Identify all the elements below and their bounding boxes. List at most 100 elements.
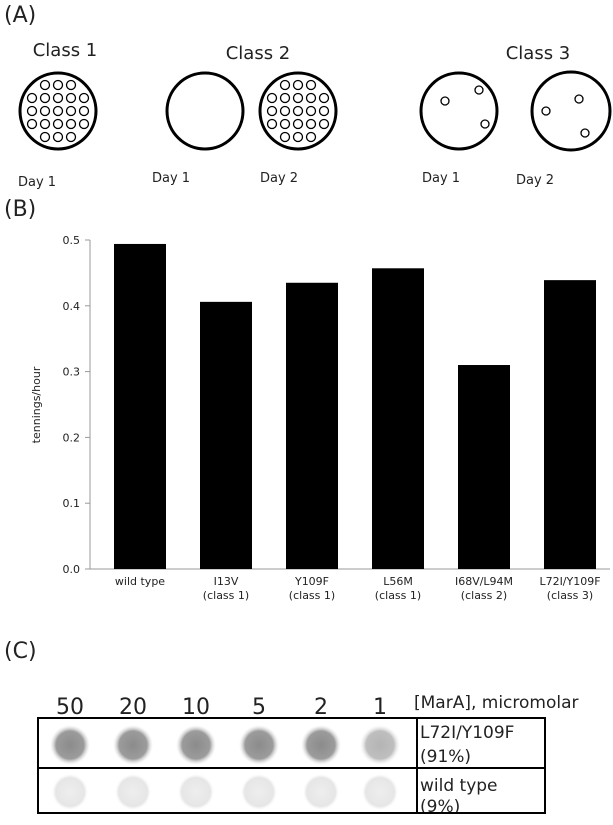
colony: [320, 107, 329, 116]
concentration-label: 20: [119, 695, 147, 720]
class-title: Class 1: [33, 40, 98, 61]
plate: [532, 72, 610, 150]
x-tick-label: wild type: [115, 575, 165, 588]
x-tick-note: (class 1): [203, 589, 249, 602]
spot: [176, 725, 216, 765]
y-tick-label: 0.0: [63, 563, 81, 576]
colony: [294, 81, 303, 90]
panel-label: (B): [4, 197, 36, 222]
plate: [167, 73, 243, 149]
y-tick-label: 0.5: [63, 234, 81, 247]
colony: [281, 120, 290, 129]
colony: [281, 107, 290, 116]
colony: [542, 107, 550, 115]
plate: [421, 73, 497, 149]
colony: [54, 107, 63, 116]
day-label: Day 1: [18, 175, 56, 190]
colony: [281, 81, 290, 90]
plate: [260, 73, 336, 149]
colony: [67, 81, 76, 90]
colony: [80, 107, 89, 116]
colony: [475, 86, 483, 94]
class-title: Class 2: [226, 43, 291, 64]
colony: [80, 120, 89, 129]
colony: [581, 129, 589, 137]
colony: [41, 133, 50, 142]
colony: [67, 107, 76, 116]
colony: [307, 133, 316, 142]
colony: [441, 97, 449, 105]
colony: [41, 120, 50, 129]
x-tick-label: I13V: [214, 575, 239, 588]
colony: [54, 81, 63, 90]
x-tick-label: Y109F: [294, 575, 329, 588]
concentration-label: 2: [314, 695, 328, 720]
colony: [28, 94, 37, 103]
colony: [268, 120, 277, 129]
spot: [301, 725, 341, 765]
colony: [54, 120, 63, 129]
y-tick-label: 0.4: [63, 300, 81, 313]
day-label: Day 1: [422, 171, 460, 186]
colony: [268, 107, 277, 116]
colonies: [28, 81, 590, 142]
colony: [28, 107, 37, 116]
x-tick-note: (class 3): [547, 589, 593, 602]
colony: [281, 94, 290, 103]
colony: [320, 94, 329, 103]
colony: [307, 94, 316, 103]
spot: [360, 725, 400, 765]
colony: [294, 107, 303, 116]
bar: [544, 280, 596, 569]
colony: [575, 95, 583, 103]
bar: [286, 283, 338, 569]
colony: [54, 133, 63, 142]
day-label: Day 2: [260, 171, 298, 186]
panel-label: (C): [4, 639, 37, 664]
colony: [41, 94, 50, 103]
spot: [113, 725, 153, 765]
row-label: wild type: [420, 776, 498, 796]
x-tick-label: L72I/Y109F: [539, 575, 600, 588]
row-label: (91%): [420, 747, 471, 767]
spot: [50, 725, 90, 765]
class-title: Class 3: [506, 43, 571, 64]
colony: [41, 81, 50, 90]
plate: [20, 73, 96, 149]
colony: [268, 94, 277, 103]
concentration-label: 10: [182, 695, 210, 720]
x-tick-note: (class 2): [461, 589, 507, 602]
colony: [67, 120, 76, 129]
spot: [115, 774, 151, 810]
figure: (A) Class 1 Class 2 Class 3 Day 1 Day 1 …: [0, 0, 613, 825]
spot: [52, 774, 88, 810]
y-tick-label: 0.2: [63, 431, 81, 444]
bar: [200, 302, 252, 569]
concentration-label: 5: [252, 695, 266, 720]
colony: [80, 94, 89, 103]
axis-label: [MarA], micromolar: [414, 693, 579, 713]
colony: [307, 120, 316, 129]
colony: [320, 120, 329, 129]
y-axis-label: tennings/hour: [30, 366, 43, 443]
spot: [178, 774, 214, 810]
colony: [28, 120, 37, 129]
y-tick-label: 0.3: [63, 366, 81, 379]
bar-chart: 0.0 0.1 0.2 0.3 0.4 0.5 tennings/hour wild type…: [30, 234, 610, 602]
colony: [307, 81, 316, 90]
concentration-label: 1: [373, 695, 387, 720]
y-tick-label: 0.1: [63, 497, 81, 510]
bar: [458, 365, 510, 569]
day-label: Day 1: [152, 171, 190, 186]
bar: [114, 244, 166, 569]
colony: [294, 133, 303, 142]
spot: [239, 725, 279, 765]
colony: [41, 107, 50, 116]
spot: [362, 774, 398, 810]
day-label: Day 2: [516, 173, 554, 188]
colony: [54, 94, 63, 103]
row-label: L72I/Y109F: [420, 723, 514, 743]
colony: [294, 94, 303, 103]
colony: [67, 94, 76, 103]
colony: [294, 120, 303, 129]
